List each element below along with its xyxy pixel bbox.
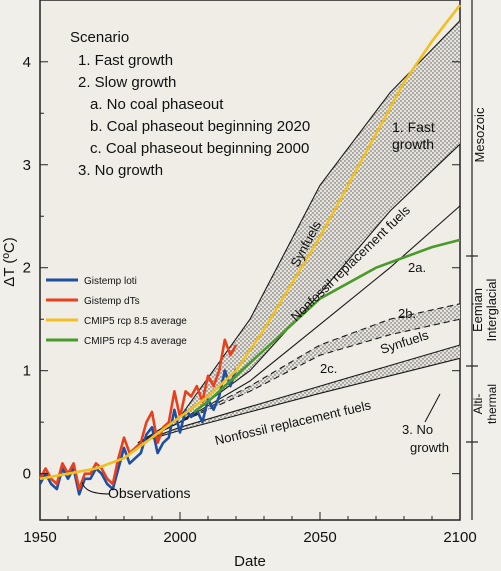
scenario-curve-3-no-growth-upper: [137, 344, 461, 444]
series-line-cmip5-rcp-4-5-average: [193, 238, 461, 413]
legend-label: Gistemp dTs: [84, 296, 140, 307]
x-axis-label: Date: [234, 553, 266, 570]
label-2c: 2c.: [320, 361, 337, 376]
scenario-line: c. Coal phaseout beginning 2000: [90, 140, 309, 157]
data-series: [38, 4, 462, 496]
thermal-label: thermal: [485, 384, 499, 424]
y-tick-label: 3: [23, 157, 31, 174]
x-tick-label: 2050: [303, 529, 336, 546]
series-line-gistemp-dts: [38, 338, 238, 491]
no-growth-label: growth: [410, 440, 449, 455]
observations-label: Observations: [108, 485, 190, 501]
scenario-line: 1. Fast growth: [78, 52, 173, 69]
scenario-line: 2. Slow growth: [78, 74, 176, 91]
label-2b: 2b.: [398, 306, 416, 321]
series-line-cmip5-rcp-8-5-average: [39, 4, 462, 481]
x-tick-label: 1950: [23, 529, 56, 546]
scenario-curve-3-no-growth-lower: [137, 357, 461, 444]
interglacial-label: Interglacial: [484, 278, 499, 341]
plot-frame: [39, 0, 461, 521]
y-axis-ticks: 0 1 2 3 4: [23, 54, 460, 483]
y-tick-label: 1: [23, 363, 31, 380]
scenario-curve-2c: [137, 318, 461, 444]
y-axis-label: ΔT (ºC): [1, 237, 18, 286]
scenario-line: 3. No growth: [78, 162, 163, 179]
scenario-title: Scenario: [70, 29, 129, 46]
mesozoic-label: Mesozoic: [472, 107, 487, 162]
right-axis-scale: Mesozoic Eemian Interglacial Alti- therm…: [466, 0, 499, 520]
fast-growth-label: growth: [392, 136, 434, 152]
legend-label: CMIP5 rcp 8.5 average: [84, 316, 187, 327]
no-growth-band: [138, 345, 460, 443]
legend: Gistemp loti Gistemp dTs CMIP5 rcp 8.5 a…: [46, 276, 187, 347]
no-growth-pointer: [424, 393, 441, 423]
legend-label: CMIP5 rcp 4.5 average: [84, 336, 187, 347]
synfuels-band: [138, 303, 460, 443]
scenario-curve-2b: [137, 303, 461, 444]
scenario-line: b. Coal phaseout beginning 2020: [90, 118, 310, 135]
no-growth-label: 3. No: [402, 422, 433, 437]
series-line-gistemp-loti: [38, 368, 238, 496]
x-tick-label: 2000: [163, 529, 196, 546]
x-tick-label: 2100: [443, 529, 476, 546]
eemian-label: Eemian: [470, 288, 485, 332]
legend-label: Gistemp loti: [84, 276, 137, 287]
y-tick-label: 2: [23, 260, 31, 277]
scenario-line: a. No coal phaseout: [90, 96, 224, 113]
y-tick-label: 4: [23, 54, 31, 71]
scenario-box: Scenario 1. Fast growth 2. Slow growth a…: [70, 29, 310, 179]
label-2a: 2a.: [408, 260, 426, 275]
alti-label: Alti-: [471, 394, 485, 415]
y-tick-label: 0: [23, 466, 31, 483]
x-axis-ticks: 1950 2000 2050 2100: [23, 512, 477, 546]
fast-growth-label: 1. Fast: [392, 119, 435, 135]
observations-pointer: [81, 481, 111, 495]
